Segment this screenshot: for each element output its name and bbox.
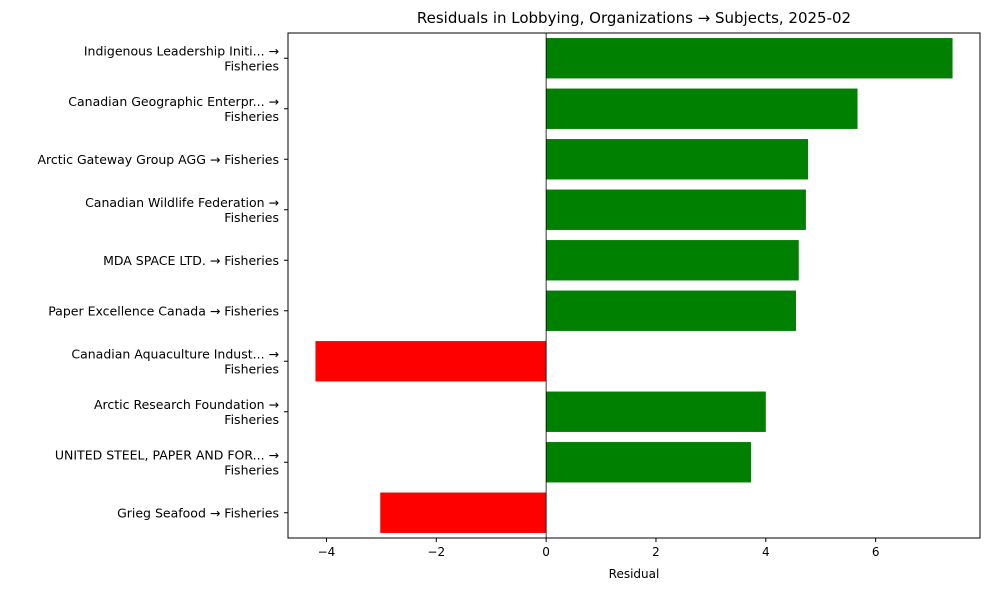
- plot-frame: [287, 32, 981, 539]
- x-tick-label-5: 6: [872, 545, 880, 559]
- bar-0: [546, 38, 953, 79]
- bar-7: [546, 391, 766, 432]
- bar-4: [546, 240, 799, 281]
- y-tick-label-7: Arctic Research Foundation → Fisheries: [94, 397, 279, 427]
- y-tick-label-5: Paper Excellence Canada → Fisheries: [48, 303, 279, 318]
- bar-9: [380, 492, 547, 533]
- bar-8: [546, 442, 751, 483]
- y-tick-label-8: UNITED STEEL, PAPER AND FOR... → Fisherie…: [55, 447, 279, 477]
- x-tick-label-1: −2: [427, 545, 445, 559]
- bar-2: [546, 139, 809, 180]
- y-tick-label-3: Canadian Wildlife Federation → Fisheries: [85, 195, 279, 225]
- x-tick-label-2: 0: [542, 545, 550, 559]
- y-axis-ticks: Indigenous Leadership Initi... → Fisherie…: [37, 43, 288, 520]
- x-axis-ticks: −4 −2 0 2 4 6: [318, 538, 880, 559]
- x-tick-label-3: 2: [652, 545, 660, 559]
- bars-group: [315, 38, 953, 533]
- y-tick-label-1: Canadian Geographic Enterpr... → Fisherie…: [68, 94, 279, 124]
- bar-5: [546, 290, 797, 331]
- bar-3: [546, 189, 806, 230]
- y-tick-label-4: MDA SPACE LTD. → Fisheries: [103, 253, 279, 268]
- y-tick-label-6: Canadian Aquaculture Indust... → Fisherie…: [71, 346, 279, 376]
- x-tick-label-0: −4: [318, 545, 336, 559]
- y-tick-label-0: Indigenous Leadership Initi... → Fisherie…: [84, 43, 279, 73]
- chart-title: Residuals in Lobbying, Organizations → S…: [417, 9, 851, 27]
- x-axis-label: Residual: [609, 567, 660, 581]
- bar-1: [546, 88, 858, 129]
- y-tick-label-2: Arctic Gateway Group AGG → Fisheries: [37, 152, 279, 167]
- y-tick-label-9: Grieg Seafood → Fisheries: [117, 505, 279, 520]
- x-tick-label-4: 4: [762, 545, 770, 559]
- bar-6: [315, 341, 547, 382]
